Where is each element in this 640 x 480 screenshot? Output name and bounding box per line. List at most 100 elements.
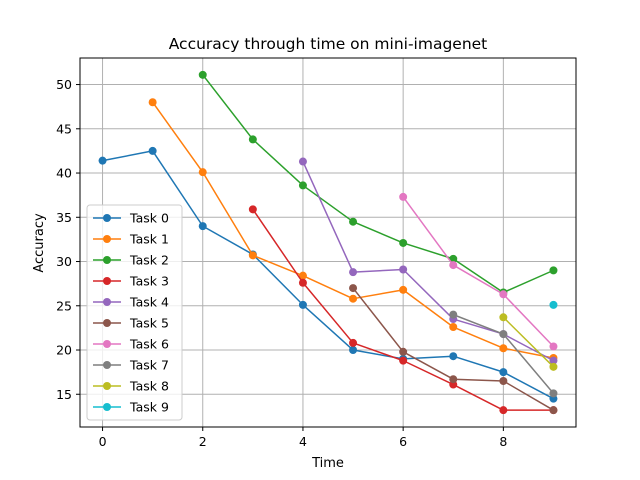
data-point	[549, 406, 558, 415]
ticks: 0 2 4 6 8 15 20 25 30 35 40 45 50	[56, 77, 507, 449]
legend-marker	[103, 235, 111, 243]
data-point	[198, 70, 207, 79]
legend-label: Task 0	[129, 211, 169, 226]
x-tick-label: 8	[499, 434, 507, 449]
data-point	[349, 268, 358, 277]
data-point	[399, 192, 408, 201]
legend-marker	[103, 277, 111, 285]
data-point	[499, 290, 508, 299]
legend-marker	[103, 256, 111, 264]
legend-label: Task 4	[129, 295, 169, 310]
data-point	[198, 222, 207, 231]
data-point	[98, 156, 107, 165]
data-point	[349, 346, 358, 355]
legend-label: Task 8	[129, 379, 169, 394]
legend: Task 0 Task 1 Task 2 Task 3 Task 4 Task 5 Task…	[86, 204, 183, 421]
legend-marker	[103, 382, 111, 390]
y-tick-label: 25	[56, 298, 72, 313]
data-point	[549, 356, 558, 365]
data-point	[298, 157, 307, 166]
x-tick-label: 2	[199, 434, 207, 449]
data-point	[499, 376, 508, 385]
data-point	[449, 261, 458, 270]
data-point	[399, 285, 408, 294]
data-point	[449, 254, 458, 263]
legend-marker	[103, 361, 111, 369]
chart-title: Accuracy through time on mini-imagenet	[169, 35, 488, 53]
data-point	[148, 146, 157, 155]
x-tick-label: 6	[399, 434, 407, 449]
series-line	[202, 74, 554, 294]
series-line	[102, 150, 554, 400]
data-point	[298, 181, 307, 190]
data-point	[399, 347, 408, 356]
data-point	[549, 300, 558, 309]
data-point	[549, 389, 558, 398]
legend-label: Task 2	[129, 253, 169, 268]
data-point	[148, 98, 157, 107]
series-line	[402, 196, 554, 347]
data-point	[399, 265, 408, 274]
data-point	[248, 205, 257, 214]
y-tick-label: 15	[56, 387, 72, 402]
data-point	[298, 300, 307, 309]
legend-item: Task 0	[93, 211, 169, 226]
y-tick-label: 50	[56, 77, 72, 92]
legend-marker	[103, 298, 111, 306]
series-line	[302, 161, 554, 362]
y-tick-label: 20	[56, 343, 72, 358]
data-point	[449, 310, 458, 319]
legend-label: Task 1	[129, 232, 169, 247]
series-task-8	[499, 313, 558, 371]
series-line	[502, 316, 554, 368]
data-point	[399, 238, 408, 247]
data-point	[499, 330, 508, 339]
x-tick-label: 4	[299, 434, 307, 449]
data-point	[499, 344, 508, 353]
series-task-6	[399, 192, 558, 351]
legend-item: Task 1	[93, 232, 169, 247]
data-point	[549, 342, 558, 351]
legend-label: Task 5	[129, 316, 169, 331]
data-point	[449, 375, 458, 384]
legend-item: Task 2	[93, 253, 169, 268]
legend-item: Task 3	[93, 274, 169, 289]
legend-marker	[103, 403, 111, 411]
data-point	[298, 278, 307, 287]
y-tick-label: 40	[56, 166, 72, 181]
data-point	[499, 368, 508, 377]
y-tick-label: 45	[56, 121, 72, 136]
data-point	[298, 271, 307, 280]
legend-item: Task 8	[93, 379, 169, 394]
legend-label: Task 9	[129, 400, 169, 415]
series-task-7	[449, 310, 558, 398]
legend-item: Task 4	[93, 295, 169, 310]
data-point	[449, 352, 458, 361]
data-point	[499, 313, 508, 322]
data-point	[349, 217, 358, 226]
y-tick-label: 35	[56, 210, 72, 225]
y-axis-label: Accuracy	[32, 213, 47, 273]
axes-frame	[79, 57, 577, 428]
data-point	[248, 135, 257, 144]
data-point	[549, 362, 558, 371]
series-layer	[98, 70, 558, 415]
legend-label: Task 3	[129, 274, 169, 289]
legend-item: Task 7	[93, 358, 169, 373]
y-tick-label: 30	[56, 254, 72, 269]
legend-marker	[103, 319, 111, 327]
series-task-9	[549, 300, 558, 309]
legend-label: Task 6	[129, 337, 169, 352]
series-task-5	[349, 284, 558, 415]
data-point	[549, 266, 558, 275]
x-axis-label: Time	[311, 456, 344, 471]
data-point	[349, 338, 358, 347]
data-point	[349, 284, 358, 293]
legend-item: Task 6	[93, 337, 169, 352]
data-point	[399, 356, 408, 365]
x-tick-label: 0	[99, 434, 107, 449]
legend-item: Task 5	[93, 316, 169, 331]
data-point	[449, 323, 458, 332]
series-task-2	[198, 70, 558, 297]
